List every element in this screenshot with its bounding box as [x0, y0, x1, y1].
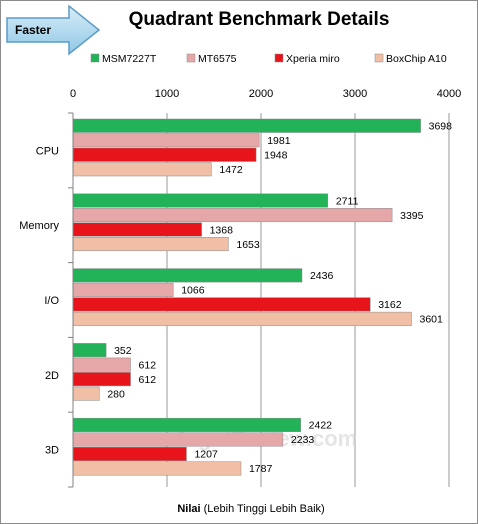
- value-label: 3601: [419, 314, 443, 326]
- value-label: 1948: [264, 150, 288, 162]
- faster-label: Faster: [15, 23, 51, 37]
- x-tick-label: 2000: [249, 88, 273, 100]
- bar: [72, 237, 229, 252]
- bar: [72, 343, 107, 358]
- bar: [72, 357, 131, 372]
- x-tick-label: 0: [70, 88, 76, 100]
- category-label: I/O: [44, 295, 59, 307]
- value-label: 280: [107, 388, 125, 400]
- value-label: 2422: [309, 420, 333, 432]
- category-label: CPU: [36, 145, 59, 157]
- bar: [72, 386, 100, 401]
- value-label: 1653: [236, 239, 260, 251]
- legend: MSM7227T MT6575 Xperia miro BoxChip A10: [90, 53, 447, 65]
- x-tick-label: 1000: [155, 88, 179, 100]
- legend-swatch: [186, 53, 196, 63]
- category-labels: CPU Memory I/O 2D 3D: [19, 145, 59, 456]
- legend-label: MSM7227T: [102, 53, 157, 65]
- value-label: 1066: [181, 285, 205, 297]
- value-label: 612: [139, 374, 157, 386]
- category-label: Memory: [19, 220, 59, 232]
- value-label: 3395: [400, 210, 424, 222]
- value-label: 612: [139, 359, 157, 371]
- x-tick-label: 4000: [437, 88, 461, 100]
- value-label: 2233: [291, 434, 315, 446]
- value-label: 352: [114, 345, 132, 357]
- bar: [72, 193, 329, 208]
- bar: [72, 162, 212, 177]
- x-axis-title: Nilai (Lebih Tinggi Lebih Baik): [177, 503, 324, 515]
- bar: [72, 311, 412, 326]
- value-label: 1207: [194, 449, 218, 461]
- legend-label: BoxChip A10: [386, 53, 447, 65]
- bars: [72, 118, 421, 476]
- x-axis-title-rest: (Lebih Tinggi Lebih Baik): [204, 503, 325, 515]
- legend-swatch: [274, 53, 284, 63]
- arrow-icon: [6, 4, 101, 56]
- category-label: 3D: [45, 445, 59, 457]
- bar: [72, 461, 242, 476]
- bar: [72, 446, 187, 461]
- legend-label: MT6575: [198, 53, 237, 65]
- value-label: 1787: [249, 463, 273, 475]
- legend-label: Xperia miro: [286, 53, 340, 65]
- value-label: 3162: [378, 299, 402, 311]
- bar: [72, 147, 257, 162]
- bar: [72, 268, 303, 283]
- bar: [72, 118, 421, 133]
- bar: [72, 208, 393, 223]
- x-axis-ticks: 0 1000 2000 3000 4000: [70, 88, 461, 100]
- legend-swatch: [90, 53, 100, 63]
- value-label: 1472: [219, 164, 243, 176]
- bar: [72, 417, 301, 432]
- value-label: 2436: [310, 270, 334, 282]
- bar: [72, 432, 284, 447]
- bar: [72, 297, 371, 312]
- value-label: 1981: [267, 135, 291, 147]
- category-label: 2D: [45, 370, 59, 382]
- x-axis-title-bold: Nilai: [177, 503, 200, 515]
- chart-title: Quadrant Benchmark Details: [129, 9, 390, 30]
- value-label: 1368: [210, 224, 234, 236]
- value-label: 3698: [429, 121, 453, 133]
- value-label: 2711: [336, 195, 359, 207]
- legend-swatch: [374, 53, 384, 63]
- faster-badge: Faster: [6, 4, 101, 56]
- x-tick-label: 3000: [343, 88, 367, 100]
- bar: [72, 372, 131, 387]
- bar: [72, 282, 174, 297]
- bar: [72, 133, 260, 148]
- bar: [72, 222, 202, 237]
